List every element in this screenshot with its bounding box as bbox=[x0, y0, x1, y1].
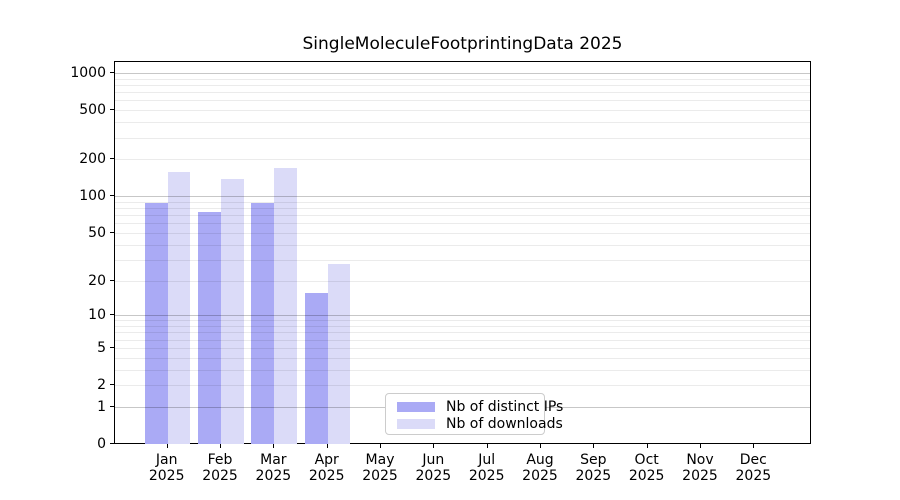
bar-distinct-ips bbox=[304, 292, 328, 444]
plot-area bbox=[114, 61, 811, 444]
chart-title: SingleMoleculeFootprintingData 2025 bbox=[302, 34, 623, 54]
gridline-minor bbox=[115, 100, 810, 102]
distinct-ips-swatch bbox=[397, 401, 435, 412]
x-tick-mark bbox=[593, 444, 595, 448]
distinct-ips-legend-label: Nb of distinct IPs bbox=[446, 398, 564, 415]
y-tick-mark bbox=[110, 231, 114, 233]
gridline-minor bbox=[115, 84, 810, 86]
bar-distinct-ips bbox=[198, 211, 222, 444]
y-tick-label: 0 bbox=[97, 436, 106, 452]
y-tick-mark bbox=[110, 279, 114, 281]
y-tick-label: 1 bbox=[97, 398, 106, 415]
y-tick-mark bbox=[110, 405, 114, 407]
x-tick-label: Dec 2025 bbox=[735, 452, 772, 484]
downloads-legend-label: Nb of downloads bbox=[446, 415, 563, 432]
y-tick-mark bbox=[110, 443, 114, 444]
downloads-swatch bbox=[397, 418, 435, 429]
x-tick-label: Sep 2025 bbox=[575, 452, 612, 484]
legend-row-distinct-ips: Nb of distinct IPs bbox=[386, 398, 563, 415]
gridline-major bbox=[115, 196, 810, 198]
y-tick-label: 2 bbox=[97, 377, 106, 393]
x-tick-mark bbox=[380, 444, 382, 448]
x-tick-mark bbox=[220, 444, 222, 448]
x-tick-mark bbox=[486, 444, 488, 448]
x-tick-mark bbox=[700, 444, 701, 448]
y-tick-mark bbox=[110, 346, 114, 348]
y-tick-label: 200 bbox=[79, 151, 106, 168]
bar-distinct-ips bbox=[144, 202, 168, 444]
legend: Nb of distinct IPs Nb of downloads bbox=[385, 393, 563, 435]
x-tick-mark bbox=[273, 444, 275, 448]
gridline-minor bbox=[115, 201, 810, 203]
gridline-minor bbox=[115, 208, 810, 210]
x-tick-label: May 2025 bbox=[362, 452, 398, 484]
bar-downloads bbox=[327, 264, 351, 444]
y-tick-label: 20 bbox=[88, 272, 106, 289]
y-tick-label: 500 bbox=[79, 102, 106, 119]
x-tick-label: Mar 2025 bbox=[255, 452, 292, 484]
x-tick-mark bbox=[166, 444, 168, 448]
x-tick-mark bbox=[540, 444, 541, 448]
bar-downloads bbox=[221, 179, 244, 444]
x-tick-label: Nov 2025 bbox=[682, 452, 718, 484]
gridline-minor bbox=[115, 110, 810, 112]
y-tick-label: 1000 bbox=[70, 65, 106, 81]
x-tick-label: Jun 2025 bbox=[415, 452, 452, 484]
y-tick-mark bbox=[110, 158, 114, 160]
y-tick-mark bbox=[110, 195, 114, 197]
x-tick-label: Oct 2025 bbox=[628, 452, 665, 484]
gridline-minor bbox=[115, 78, 810, 80]
bar-downloads bbox=[274, 167, 297, 444]
gridline-minor bbox=[115, 137, 810, 139]
bar-distinct-ips bbox=[251, 202, 275, 444]
gridline-minor bbox=[115, 122, 810, 124]
gridline-minor bbox=[115, 92, 810, 94]
x-tick-mark bbox=[753, 444, 755, 448]
gridline-minor bbox=[115, 159, 810, 161]
bar-downloads bbox=[167, 172, 191, 444]
x-tick-mark bbox=[646, 444, 648, 448]
y-tick-label: 100 bbox=[79, 188, 106, 205]
y-tick-mark bbox=[110, 314, 114, 316]
x-tick-label: Jan 2025 bbox=[148, 452, 185, 484]
y-tick-mark bbox=[110, 72, 114, 73]
x-tick-label: Apr 2025 bbox=[308, 452, 345, 484]
y-tick-label: 10 bbox=[88, 307, 106, 324]
x-tick-label: Aug 2025 bbox=[522, 452, 558, 484]
x-tick-label: Feb 2025 bbox=[202, 452, 238, 484]
y-tick-label: 50 bbox=[88, 224, 106, 241]
y-tick-label: 5 bbox=[97, 339, 106, 356]
legend-row-downloads: Nb of downloads bbox=[386, 415, 563, 432]
x-tick-label: Jul 2025 bbox=[468, 452, 505, 484]
x-tick-mark bbox=[433, 444, 435, 448]
y-tick-mark bbox=[110, 109, 114, 111]
y-tick-mark bbox=[110, 384, 114, 385]
gridline-major bbox=[115, 73, 810, 74]
x-tick-mark bbox=[326, 444, 328, 448]
